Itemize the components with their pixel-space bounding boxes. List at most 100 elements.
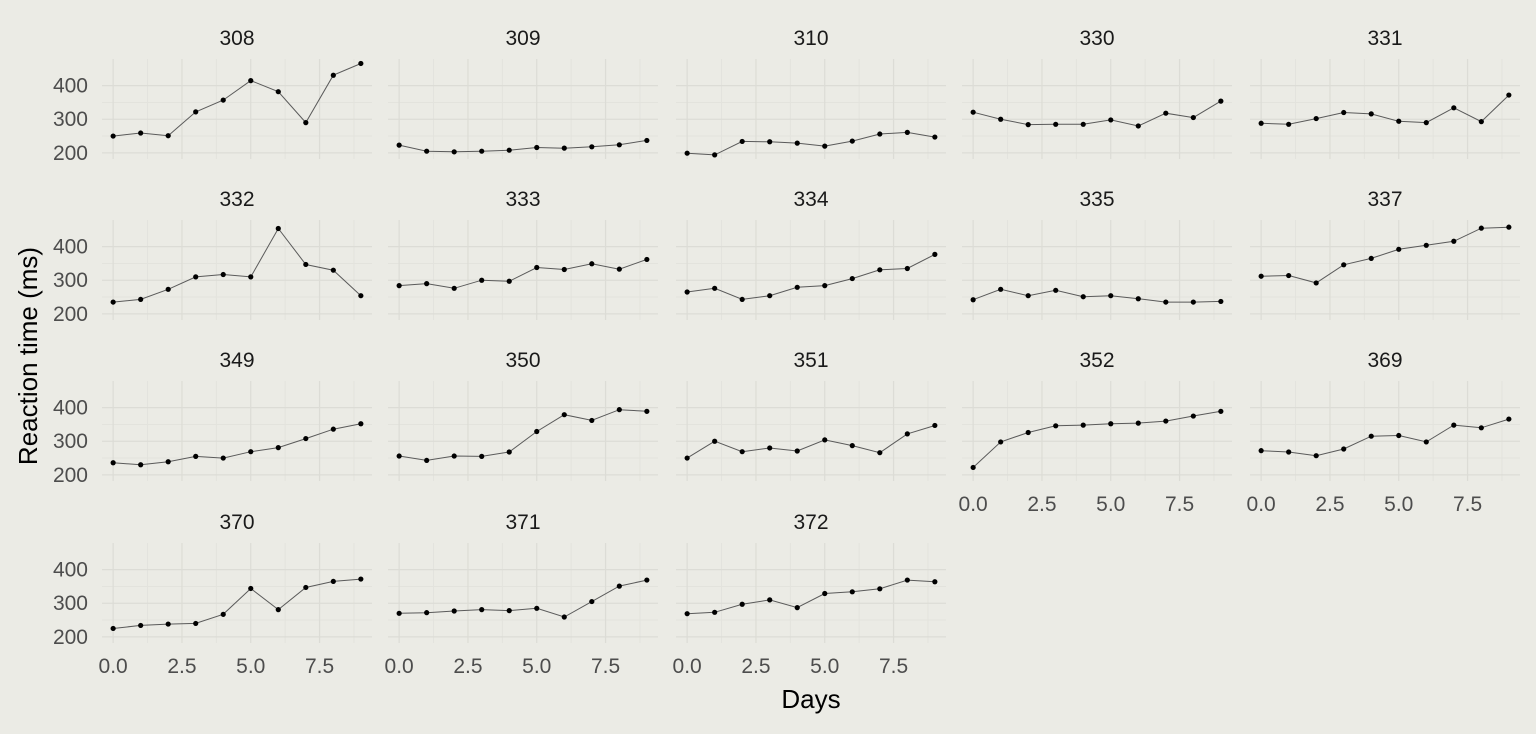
facet-title: 309 bbox=[505, 27, 540, 50]
data-point bbox=[932, 134, 938, 140]
data-point bbox=[616, 142, 622, 148]
data-point bbox=[822, 283, 828, 289]
facet-panel-310: 310 bbox=[676, 27, 946, 159]
data-point bbox=[479, 607, 485, 613]
data-point bbox=[822, 590, 828, 597]
y-tick-label: 200 bbox=[53, 464, 88, 487]
data-point bbox=[970, 109, 976, 115]
y-tick-label: 300 bbox=[53, 108, 88, 131]
facet-title: 334 bbox=[793, 188, 828, 211]
data-point bbox=[904, 431, 910, 437]
x-tick-label: 7.5 bbox=[591, 655, 620, 678]
data-point bbox=[904, 577, 910, 583]
series-line-310 bbox=[687, 131, 935, 156]
data-point bbox=[330, 267, 336, 273]
x-tick-label: 0.0 bbox=[99, 655, 128, 678]
data-point bbox=[1396, 246, 1402, 252]
facet-panel-308: 308 200 300 400 bbox=[53, 27, 372, 165]
data-point bbox=[1506, 416, 1512, 422]
facet-title: 350 bbox=[505, 349, 540, 372]
data-point bbox=[644, 256, 650, 263]
data-point bbox=[358, 293, 364, 299]
data-point bbox=[165, 459, 171, 465]
data-point bbox=[1258, 273, 1264, 279]
data-point bbox=[1135, 296, 1141, 302]
data-point bbox=[1506, 92, 1512, 98]
facet-panel-334: 334 bbox=[676, 188, 946, 320]
y-tick-label: 300 bbox=[53, 592, 88, 615]
facet-panel-332: 332 200 300 400 bbox=[53, 188, 372, 326]
facet-panel-309: 309 bbox=[388, 27, 658, 159]
series-line-349 bbox=[113, 423, 361, 466]
data-point bbox=[248, 78, 254, 84]
data-point bbox=[794, 284, 800, 290]
data-point bbox=[1135, 123, 1141, 129]
x-tick-label: 0.0 bbox=[959, 493, 988, 516]
data-point bbox=[904, 129, 910, 135]
x-tick-label: 5.0 bbox=[236, 655, 265, 678]
data-point bbox=[932, 422, 938, 429]
data-point bbox=[1190, 299, 1196, 305]
data-point bbox=[424, 148, 430, 154]
data-point bbox=[1341, 262, 1347, 268]
data-point bbox=[275, 89, 281, 95]
facet-title: 308 bbox=[219, 27, 254, 50]
y-tick-label: 300 bbox=[53, 430, 88, 453]
facet-panel-352: 352 0.0 2.5 5.0 7.5 bbox=[959, 349, 1232, 516]
data-point bbox=[451, 149, 457, 155]
data-point bbox=[1135, 420, 1141, 426]
data-point bbox=[767, 445, 773, 451]
y-tick-label: 200 bbox=[53, 303, 88, 326]
data-point bbox=[877, 450, 883, 456]
series-line-350 bbox=[399, 409, 647, 461]
series-line-369 bbox=[1261, 418, 1510, 457]
data-point bbox=[1423, 242, 1429, 248]
data-point bbox=[849, 275, 855, 282]
facet-title: 372 bbox=[793, 511, 828, 534]
data-point bbox=[561, 614, 567, 620]
data-point bbox=[220, 455, 226, 461]
data-point bbox=[1286, 449, 1292, 455]
facet-title: 333 bbox=[505, 188, 540, 211]
data-point bbox=[877, 131, 883, 137]
data-point bbox=[396, 142, 402, 148]
data-point bbox=[220, 271, 226, 278]
facet-title: 349 bbox=[219, 349, 254, 372]
data-point bbox=[275, 225, 281, 232]
data-point bbox=[396, 283, 402, 289]
y-tick-label: 400 bbox=[53, 75, 88, 98]
facet-title: 352 bbox=[1079, 349, 1114, 372]
data-point bbox=[248, 449, 254, 455]
data-point bbox=[1258, 448, 1264, 454]
facet-title: 331 bbox=[1367, 27, 1402, 50]
data-point bbox=[822, 143, 828, 149]
data-point bbox=[794, 448, 800, 454]
y-tick-label: 200 bbox=[53, 626, 88, 649]
data-point bbox=[589, 417, 595, 424]
x-tick-label: 5.0 bbox=[1096, 493, 1125, 516]
data-point bbox=[739, 601, 745, 607]
data-point bbox=[1313, 280, 1319, 286]
data-point bbox=[794, 605, 800, 611]
data-point bbox=[165, 133, 171, 139]
data-point bbox=[1286, 121, 1292, 127]
x-tick-label: 2.5 bbox=[741, 655, 770, 678]
data-point bbox=[1080, 422, 1086, 428]
data-point bbox=[358, 576, 364, 582]
facet-panel-372: 372 0.0 2.5 5.0 7.5 bbox=[673, 511, 946, 678]
y-tick-label: 400 bbox=[53, 236, 88, 259]
data-point bbox=[193, 620, 199, 627]
data-point bbox=[138, 622, 144, 629]
data-point bbox=[138, 130, 144, 136]
x-tick-label: 7.5 bbox=[879, 655, 908, 678]
data-point bbox=[506, 449, 512, 455]
x-tick-label: 0.0 bbox=[1247, 493, 1276, 516]
data-point bbox=[275, 445, 281, 451]
data-point bbox=[534, 428, 540, 435]
x-tick-label: 0.0 bbox=[385, 655, 414, 678]
data-point bbox=[110, 299, 116, 305]
data-point bbox=[1451, 105, 1457, 111]
data-point bbox=[561, 266, 567, 273]
data-point bbox=[684, 289, 690, 295]
data-point bbox=[358, 60, 364, 67]
